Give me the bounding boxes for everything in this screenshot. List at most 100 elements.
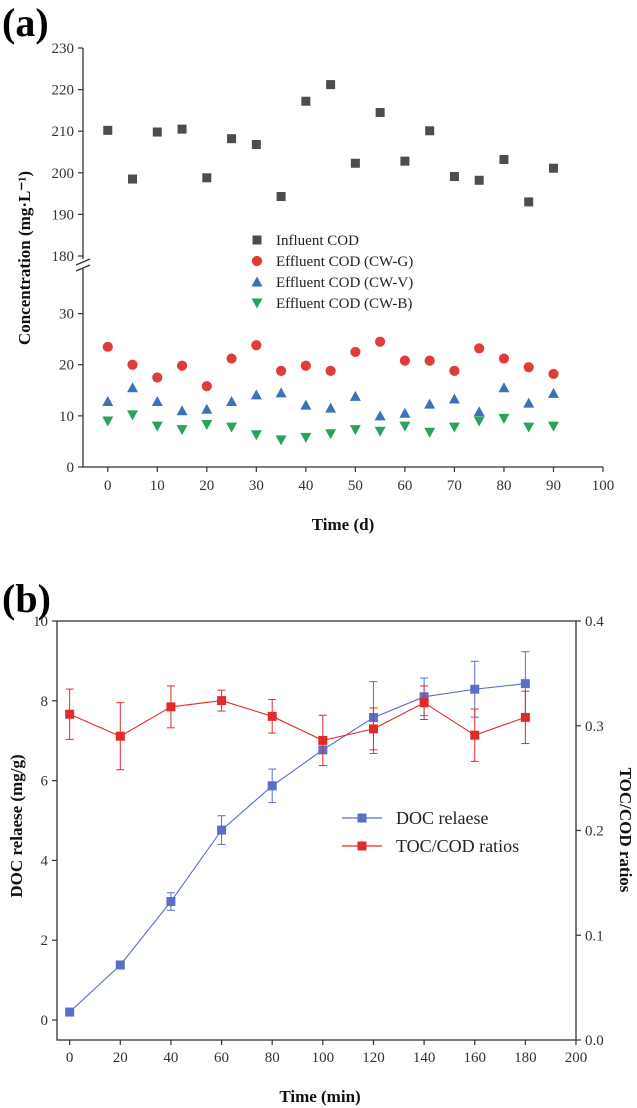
x-tick-label: 80 bbox=[265, 1050, 280, 1066]
y-tick-label: 180 bbox=[52, 249, 75, 265]
legend-marker-triangle-up bbox=[251, 276, 263, 287]
x-tick-label: 160 bbox=[463, 1050, 486, 1066]
legend-label: Influent COD bbox=[276, 233, 359, 249]
x-tick-label: 0 bbox=[66, 1050, 74, 1066]
y-tick-label: 190 bbox=[52, 207, 75, 223]
panel-a-y-ticks: 0 10 20 30 180 190 200 210 220 230 bbox=[52, 41, 83, 476]
x-tick-label: 100 bbox=[312, 1050, 335, 1066]
data-point-triangle-down bbox=[127, 410, 139, 421]
data-point-square bbox=[499, 154, 509, 164]
data-point-square bbox=[301, 96, 311, 106]
data-point-triangle-up bbox=[176, 405, 188, 416]
data-point-triangle-down bbox=[300, 432, 312, 443]
legend-label: Effluent COD (CW-G) bbox=[276, 254, 413, 270]
data-point-triangle-up bbox=[448, 393, 460, 404]
data-point-square bbox=[251, 140, 261, 150]
data-point-square bbox=[103, 125, 113, 135]
data-point-square bbox=[115, 960, 125, 970]
legend-marker-square bbox=[252, 235, 262, 245]
data-point-triangle-up bbox=[473, 406, 485, 417]
data-point-triangle-up bbox=[325, 402, 337, 413]
panel-b-x-ticks: 0 20 40 60 80 100 120 140 160 180 200 bbox=[66, 1040, 587, 1066]
data-point-triangle-down bbox=[473, 416, 485, 427]
data-point-triangle-down bbox=[523, 422, 535, 433]
data-point-triangle-up bbox=[374, 410, 386, 421]
data-point-triangle-down bbox=[201, 420, 213, 431]
data-point-square bbox=[152, 127, 162, 137]
data-point-square bbox=[520, 712, 530, 722]
panel-a-points bbox=[102, 80, 559, 446]
data-point-triangle-down bbox=[151, 421, 163, 432]
data-point-triangle-up bbox=[127, 382, 139, 393]
data-point-square bbox=[115, 731, 125, 741]
data-point-square bbox=[128, 174, 138, 184]
series-line bbox=[69, 700, 526, 741]
x-tick-label: 30 bbox=[249, 478, 264, 494]
data-point-square bbox=[400, 156, 410, 166]
data-point-square bbox=[425, 126, 435, 136]
y-tick-label: 10 bbox=[59, 409, 74, 425]
data-point-circle bbox=[449, 365, 460, 376]
x-tick-label: 40 bbox=[163, 1050, 178, 1066]
data-point-triangle-down bbox=[325, 429, 337, 440]
data-point-square bbox=[474, 175, 484, 185]
legend-marker-circle bbox=[251, 255, 263, 267]
x-tick-label: 50 bbox=[348, 478, 363, 494]
x-tick-label: 20 bbox=[199, 478, 214, 494]
data-point-square bbox=[267, 781, 277, 791]
data-point-triangle-up bbox=[250, 389, 262, 400]
data-point-circle bbox=[375, 336, 386, 347]
y-tick-label: 6 bbox=[41, 774, 49, 790]
x-tick-label: 0 bbox=[104, 478, 112, 494]
legend-label: TOC/COD ratios bbox=[396, 836, 519, 856]
data-point-square bbox=[419, 698, 429, 708]
data-point-triangle-up bbox=[300, 399, 312, 410]
data-point-triangle-up bbox=[523, 397, 535, 408]
x-tick-label: 70 bbox=[447, 478, 462, 494]
panel-b-y-label-left: DOC relaese (mg/g) bbox=[7, 754, 26, 897]
data-point-triangle-up bbox=[498, 382, 510, 393]
data-point-square bbox=[202, 173, 212, 183]
panel-a: (a) 0 10 20 30 40 50 60 70 80 90 100 0 10 20 30 180 190… bbox=[2, 0, 614, 534]
data-point-circle bbox=[474, 343, 485, 354]
data-point-triangle-up bbox=[201, 403, 213, 414]
panel-a-x-ticks: 0 10 20 30 40 50 60 70 80 90 100 bbox=[104, 467, 614, 494]
legend-marker-square bbox=[357, 841, 367, 851]
x-tick-label: 140 bbox=[413, 1050, 436, 1066]
legend-label: Effluent COD (CW-V) bbox=[276, 275, 413, 291]
data-point-triangle-down bbox=[102, 416, 114, 427]
data-point-circle bbox=[201, 381, 212, 392]
data-point-circle bbox=[102, 341, 113, 352]
data-point-triangle-down bbox=[424, 427, 436, 438]
data-point-triangle-down bbox=[176, 425, 188, 436]
series-line bbox=[69, 683, 526, 1013]
data-point-circle bbox=[251, 340, 262, 351]
data-point-circle bbox=[275, 365, 287, 376]
data-point-circle bbox=[548, 368, 559, 380]
data-point-triangle-up bbox=[547, 387, 559, 398]
y-tick-label: 0 bbox=[41, 1013, 49, 1029]
y-tick-label-right: 0.0 bbox=[585, 1033, 604, 1049]
x-tick-label: 100 bbox=[592, 478, 615, 494]
data-point-triangle-up bbox=[399, 407, 411, 418]
y-tick-label: 2 bbox=[41, 933, 49, 949]
data-point-triangle-down bbox=[547, 421, 559, 432]
data-point-triangle-down bbox=[374, 426, 386, 437]
x-tick-label: 10 bbox=[150, 478, 165, 494]
data-point-triangle-up bbox=[151, 396, 163, 407]
data-point-square bbox=[449, 172, 459, 182]
data-point-circle bbox=[325, 365, 336, 376]
panel-a-axis-break bbox=[75, 258, 91, 272]
panel-b-series bbox=[65, 651, 530, 1017]
data-point-square bbox=[318, 735, 328, 745]
panel-b-x-label: Time (min) bbox=[279, 1087, 360, 1106]
x-tick-label: 90 bbox=[546, 478, 561, 494]
x-tick-label: 40 bbox=[298, 478, 313, 494]
data-point-square bbox=[217, 825, 227, 835]
data-point-square bbox=[65, 709, 75, 719]
data-point-triangle-down bbox=[498, 413, 510, 424]
x-tick-label: 200 bbox=[565, 1050, 588, 1066]
panel-b-legend: DOC relaese TOC/COD ratios bbox=[342, 808, 519, 856]
data-point-triangle-up bbox=[226, 396, 238, 407]
